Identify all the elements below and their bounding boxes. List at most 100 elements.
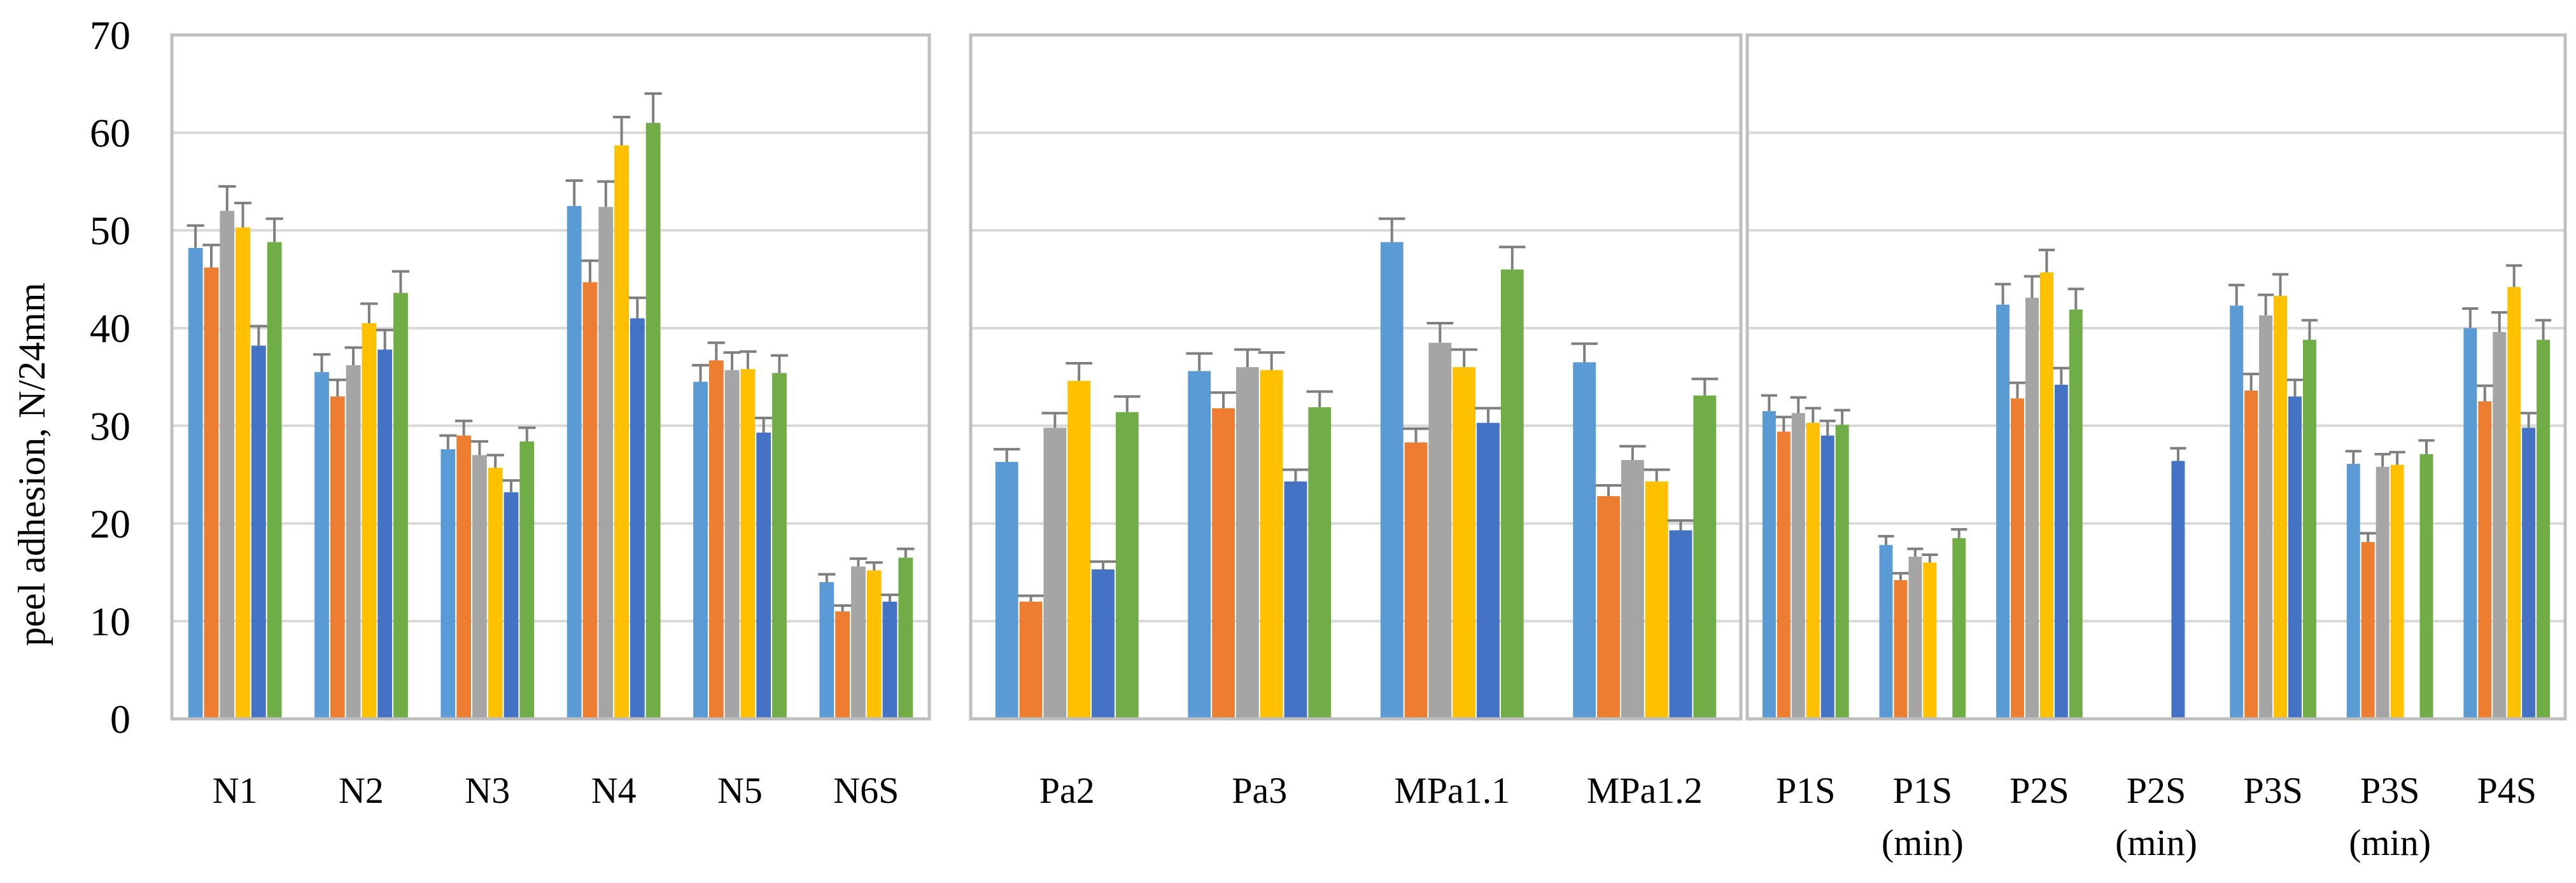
errorbar-p2-c0-s1: [1776, 417, 1792, 431]
errorbar-p0-c2-s0: [439, 436, 456, 450]
x-tick-label-p2-c4: P3S: [2243, 770, 2303, 811]
bar-p0-c1-s1: [330, 396, 345, 719]
errorbar-p2-c3-s4: [2170, 448, 2186, 461]
bar-p2-c0-s5: [1836, 425, 1849, 719]
bar-p1-c3-s1: [1597, 496, 1620, 719]
errorbar-p0-c5-s3: [866, 562, 883, 570]
y-axis-label: peel adhesion, N/24mm: [11, 282, 53, 646]
errorbar-p0-c3-s3: [613, 117, 630, 146]
errorbar-p0-c4-s5: [771, 356, 788, 373]
bar-p2-c1-s3: [1923, 562, 1936, 719]
bar-p1-c0-s3: [1067, 381, 1090, 719]
bar-p0-c2-s3: [488, 468, 503, 719]
bar-p2-c0-s0: [1763, 411, 1776, 719]
bar-p1-c3-s5: [1693, 396, 1716, 719]
bar-p0-c4-s5: [772, 373, 787, 719]
bar-p2-c4-s2: [2259, 316, 2272, 719]
errorbar-p2-c6-s3: [2506, 265, 2522, 287]
errorbar-p2-c4-s2: [2258, 295, 2274, 316]
bar-p1-c0-s0: [996, 462, 1018, 719]
errorbar-p2-c4-s1: [2243, 374, 2259, 391]
bar-p1-c0-s5: [1116, 412, 1139, 719]
bar-p2-c0-s4: [1821, 436, 1834, 719]
x-tick-label-p1-c0: Pa2: [1039, 770, 1095, 811]
bar-p0-c0-s3: [236, 228, 250, 719]
bars: [187, 94, 2552, 719]
errorbar-p0-c1-s0: [313, 354, 330, 372]
bar-p2-c5-s2: [2376, 467, 2389, 719]
bar-p0-c4-s1: [709, 360, 724, 719]
errorbar-p0-c1-s1: [329, 380, 346, 396]
errorbar-p1-c2-s5: [1499, 247, 1526, 269]
bar-p1-c1-s1: [1212, 408, 1235, 719]
errorbar-p0-c0-s3: [234, 203, 251, 227]
y-ticks: 0 10 20 30 40 50 60 70: [90, 13, 130, 742]
x-tick-label-p2-c3: P2S (min): [2115, 770, 2197, 863]
bar-p0-c3-s5: [646, 123, 661, 719]
errorbar-p1-c1-s3: [1258, 352, 1285, 370]
bar-p0-c0-s0: [188, 248, 203, 719]
errorbar-p2-c2-s3: [2039, 250, 2055, 272]
errorbar-p2-c1-s5: [1951, 529, 1967, 538]
errorbar-p2-c4-s0: [2228, 285, 2244, 305]
bar-p0-c0-s1: [204, 268, 219, 720]
bar-p2-c4-s0: [2230, 305, 2243, 719]
errorbar-p1-c1-s1: [1210, 393, 1237, 408]
bar-p0-c5-s5: [898, 558, 913, 719]
bar-p0-c2-s4: [504, 492, 519, 719]
bar-p1-c1-s4: [1284, 482, 1307, 719]
errorbar-p0-c3-s4: [629, 298, 646, 318]
bar-p0-c3-s2: [598, 207, 613, 719]
bar-p2-c2-s3: [2040, 272, 2053, 719]
bar-p0-c5-s0: [819, 582, 834, 719]
bar-p1-c0-s2: [1043, 428, 1066, 719]
errorbar-p0-c0-s0: [187, 225, 204, 247]
errorbar-p2-c2-s2: [2024, 276, 2040, 298]
errorbar-p0-c4-s2: [723, 352, 740, 370]
bar-p1-c0-s4: [1092, 569, 1115, 719]
errorbar-p0-c5-s0: [818, 574, 835, 582]
errorbar-p2-c2-s5: [2068, 289, 2084, 309]
errorbar-p0-c2-s5: [518, 428, 535, 442]
bar-p0-c5-s3: [867, 571, 882, 719]
errorbar-p2-c0-s5: [1834, 410, 1850, 425]
bar-p1-c2-s4: [1477, 423, 1500, 719]
x-tick-label-p0-c3: N4: [591, 770, 637, 811]
x-tick-label-p1-c3: MPa1.2: [1587, 770, 1703, 811]
errorbar-p0-c5-s4: [881, 595, 898, 602]
bar-p0-c3-s3: [614, 146, 629, 719]
errorbar-p2-c5-s1: [2360, 533, 2376, 542]
bar-p0-c4-s4: [756, 433, 771, 719]
errorbar-p2-c6-s5: [2535, 320, 2551, 340]
errorbar-p1-c3-s5: [1691, 379, 1718, 396]
errorbar-p0-c2-s3: [487, 455, 504, 468]
x-tick-label-p2-c1: P1S (min): [1882, 770, 1964, 863]
errorbar-p1-c2-s3: [1451, 350, 1477, 368]
errorbar-p2-c4-s4: [2287, 380, 2303, 396]
y-tick-label-5: 50: [90, 208, 130, 253]
bar-p0-c1-s3: [362, 323, 377, 719]
errorbar-p1-c0-s5: [1114, 396, 1141, 412]
bar-p0-c4-s3: [741, 369, 756, 719]
bar-p0-c1-s2: [346, 365, 361, 719]
errorbar-p1-c3-s3: [1643, 469, 1670, 481]
errorbar-p1-c1-s0: [1186, 354, 1213, 372]
errorbar-p2-c5-s5: [2418, 440, 2434, 454]
bar-p2-c1-s1: [1894, 580, 1907, 719]
errorbar-p0-c0-s2: [218, 186, 236, 211]
x-tick-label-p0-c2: N3: [465, 770, 510, 811]
bar-p2-c4-s3: [2274, 296, 2287, 719]
bar-p1-c3-s3: [1645, 482, 1668, 719]
x-tick-label-p0-c1: N2: [339, 770, 384, 811]
y-tick-label-7: 70: [90, 13, 130, 58]
x-tick-label-p0-c0: N1: [213, 770, 258, 811]
errorbar-p2-c2-s1: [2009, 383, 2025, 399]
bar-p0-c1-s0: [314, 372, 329, 719]
y-tick-label-4: 40: [90, 306, 130, 351]
errorbar-p2-c6-s1: [2477, 386, 2493, 401]
errorbar-p1-c1-s4: [1283, 469, 1309, 481]
bar-p2-c1-s5: [1952, 538, 1966, 719]
bar-p2-c6-s3: [2507, 287, 2521, 719]
bar-p2-c0-s3: [1806, 423, 1820, 719]
errorbar-p2-c5-s2: [2375, 454, 2391, 467]
